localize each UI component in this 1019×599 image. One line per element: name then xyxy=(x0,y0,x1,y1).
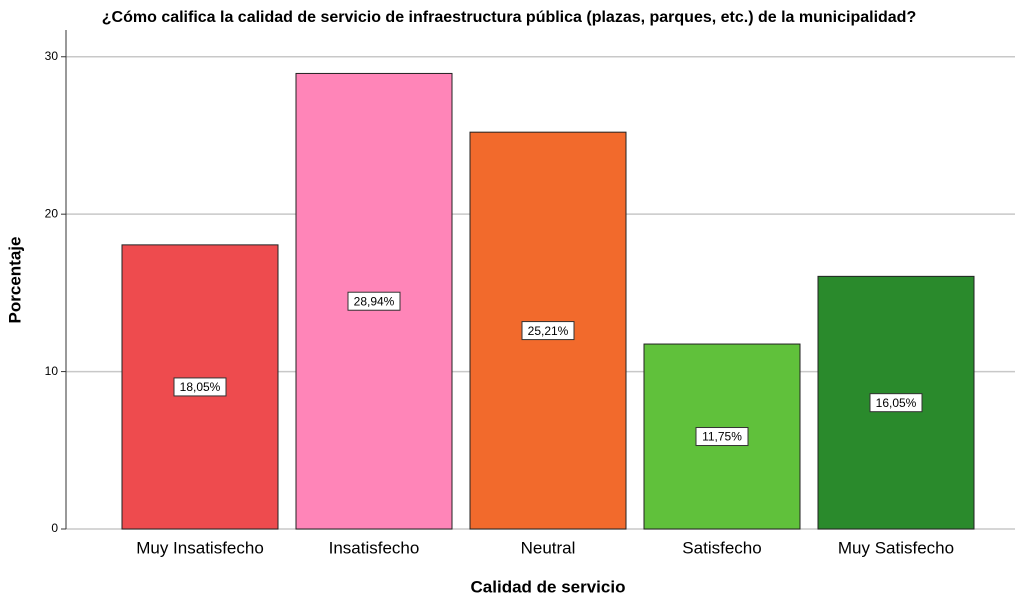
chart-title: ¿Cómo califica la calidad de servicio de… xyxy=(102,9,916,26)
value-label: 28,94% xyxy=(354,294,395,308)
y-tick-label: 0 xyxy=(51,521,58,535)
x-tick-label: Insatisfecho xyxy=(329,538,420,557)
value-label-box xyxy=(173,377,227,397)
y-tick-label: 10 xyxy=(45,364,59,378)
value-label: 18,05% xyxy=(180,380,221,394)
value-label: 11,75% xyxy=(702,430,742,444)
value-label: 25,21% xyxy=(528,324,569,338)
y-tick-label: 30 xyxy=(45,49,59,63)
value-label-box xyxy=(869,393,923,413)
bar xyxy=(121,244,279,530)
value-label-box xyxy=(347,291,401,311)
x-tick-label: Muy Insatisfecho xyxy=(136,538,264,557)
value-label-box xyxy=(521,321,575,341)
value-label: 16,05% xyxy=(876,396,917,410)
x-tick-label: Satisfecho xyxy=(682,538,761,557)
y-tick-label: 20 xyxy=(45,206,59,220)
x-axis-label: Calidad de servicio xyxy=(471,577,626,596)
x-tick-label: Neutral xyxy=(521,538,576,557)
x-tick-label: Muy Satisfecho xyxy=(838,538,954,557)
y-axis-label: Porcentaje xyxy=(5,237,24,324)
value-label-box xyxy=(695,427,749,447)
